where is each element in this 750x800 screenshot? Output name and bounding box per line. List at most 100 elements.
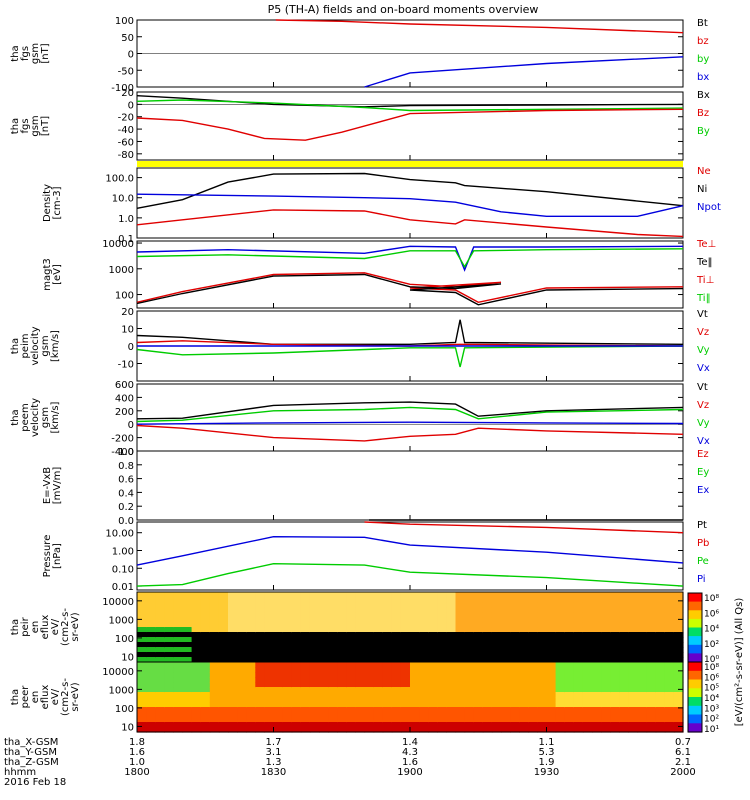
heatmap-cell [437, 622, 447, 628]
heatmap-cell [501, 652, 511, 658]
heatmap-cell [291, 682, 302, 688]
heatmap-cell [137, 637, 147, 643]
heatmap-cell [628, 712, 639, 718]
heatmap-cell [246, 702, 256, 708]
heatmap-cell [309, 702, 320, 708]
heatmap-cell [364, 727, 375, 733]
heatmap-cell [191, 687, 202, 693]
heatmap-cell [437, 662, 447, 668]
heatmap-cell [655, 687, 666, 693]
heatmap-cell [309, 727, 320, 733]
heatmap-cell [473, 637, 484, 643]
heatmap-cell [237, 627, 247, 633]
heatmap-cell [191, 662, 202, 668]
heatmap-cell [209, 707, 220, 713]
heatmap-cell [264, 657, 275, 663]
heatmap-cell [446, 597, 457, 603]
heatmap-cell [573, 602, 584, 608]
heatmap-cell [291, 617, 302, 623]
heatmap-cell [610, 707, 620, 713]
heatmap-cell [282, 677, 293, 683]
heatmap-cell [582, 662, 593, 668]
y-tick-label: 100 [115, 16, 134, 27]
heatmap-cell [646, 707, 657, 713]
heatmap-cell [573, 682, 584, 688]
heatmap-cell [209, 717, 220, 723]
heatmap-cell [173, 657, 184, 663]
heatmap-cell [664, 602, 675, 608]
heatmap-cell [337, 717, 347, 723]
heatmap-cell [319, 687, 329, 693]
heatmap-cell [228, 602, 238, 608]
series-Pe [136, 562, 684, 587]
heatmap-cell [319, 677, 329, 683]
heatmap-cell [346, 707, 356, 713]
heatmap-cell [209, 607, 220, 613]
heatmap-cell [309, 682, 320, 688]
heatmap-cell [501, 717, 511, 723]
y-tick-label: -400 [111, 447, 134, 458]
heatmap-cell [510, 722, 520, 728]
heatmap-cell [455, 677, 466, 683]
colorbar-swatch [688, 653, 702, 663]
heatmap-cell [473, 652, 484, 658]
heatmap-cell [464, 592, 475, 598]
heatmap-cell [510, 612, 520, 618]
heatmap-cell [164, 622, 174, 628]
heatmap-cell [510, 627, 520, 633]
heatmap-cell [601, 687, 611, 693]
heatmap-cell [319, 702, 329, 708]
heatmap-cell [282, 692, 293, 698]
heatmap-cell [309, 642, 320, 648]
heatmap-cell [664, 712, 675, 718]
heatmap-cell [255, 682, 265, 688]
heatmap-cell [309, 637, 320, 643]
heatmap-cell [482, 722, 493, 728]
heatmap-cell [601, 727, 611, 733]
heatmap-cell [146, 597, 156, 603]
heatmap-cell [464, 727, 475, 733]
heatmap-cell [528, 632, 538, 638]
figure-title: P5 (TH-A) fields and on-board moments ov… [268, 3, 539, 16]
heatmap-cell [664, 717, 675, 723]
heatmap-cell [182, 637, 193, 643]
heatmap-cell [610, 592, 620, 598]
heatmap-cell [482, 657, 493, 663]
heatmap-cell [400, 697, 411, 703]
heatmap-cell [592, 702, 602, 708]
heatmap-cell [491, 692, 502, 698]
heatmap-cell [155, 717, 165, 723]
heatmap-cell [455, 637, 466, 643]
heatmap-cell [510, 602, 520, 608]
heatmap-cell [346, 592, 356, 598]
heatmap-cell [246, 727, 256, 733]
heatmap-cell [419, 612, 429, 618]
heatmap-cell [473, 597, 484, 603]
heatmap-cell [464, 617, 475, 623]
heatmap-cell [537, 622, 548, 628]
heatmap-cell [655, 677, 666, 683]
heatmap-cell [264, 692, 275, 698]
y-tick-label: 0 [128, 100, 134, 111]
heatmap-cell [191, 682, 202, 688]
heatmap-cell [400, 637, 411, 643]
heatmap-cell [228, 637, 238, 643]
heatmap-cell [246, 692, 256, 698]
heatmap-cell [364, 712, 375, 718]
heatmap-cell [373, 657, 384, 663]
heatmap-cell [400, 722, 411, 728]
heatmap-cell [264, 597, 275, 603]
heatmap-cell [410, 727, 420, 733]
heatmap-cell [501, 727, 511, 733]
heatmap-cell [610, 602, 620, 608]
heatmap-cell [501, 687, 511, 693]
heatmap-cell [410, 712, 420, 718]
heatmap-cell [473, 592, 484, 598]
heatmap-cell [237, 637, 247, 643]
heatmap-cell [209, 677, 220, 683]
heatmap-cell [664, 612, 675, 618]
heatmap-cell [264, 652, 275, 658]
colorbar-tick-label: 10⁴ [704, 694, 719, 704]
heatmap-cell [300, 597, 311, 603]
heatmap-cell [664, 652, 675, 658]
